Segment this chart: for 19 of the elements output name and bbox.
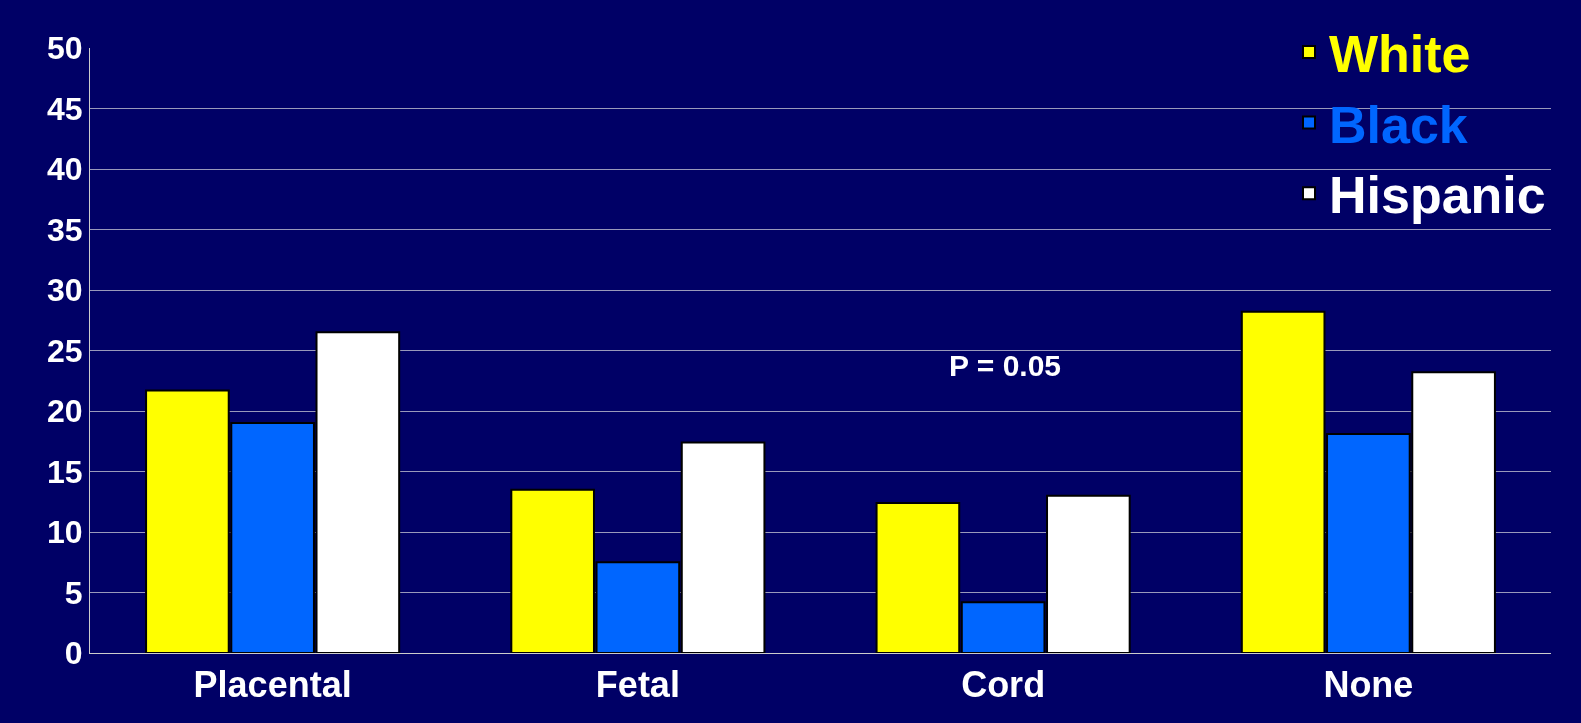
x-tick-label: None: [1323, 664, 1414, 706]
y-tick-label: 35: [47, 211, 83, 248]
x-tick-label: Fetal: [595, 664, 680, 706]
x-tick-label: Placental: [193, 664, 352, 706]
y-tick-label: 25: [47, 332, 83, 369]
y-tick-label: 40: [47, 151, 83, 188]
annotation: P = 0.05: [949, 349, 1062, 382]
y-tick-label: 15: [47, 453, 83, 490]
y-tick-label: 50: [47, 30, 83, 67]
legend-label: Black: [1329, 95, 1468, 154]
y-tick-label: 20: [47, 393, 83, 430]
legend-label: White: [1329, 25, 1471, 84]
y-tick-label: 5: [64, 574, 83, 611]
y-tick-label: 0: [64, 635, 83, 672]
x-tick-label: Cord: [961, 664, 1046, 706]
y-tick-label: 45: [47, 90, 83, 127]
y-tick-label: 30: [47, 272, 83, 309]
legend-label: Hispanic: [1329, 166, 1546, 225]
y-tick-label: 10: [47, 514, 83, 551]
